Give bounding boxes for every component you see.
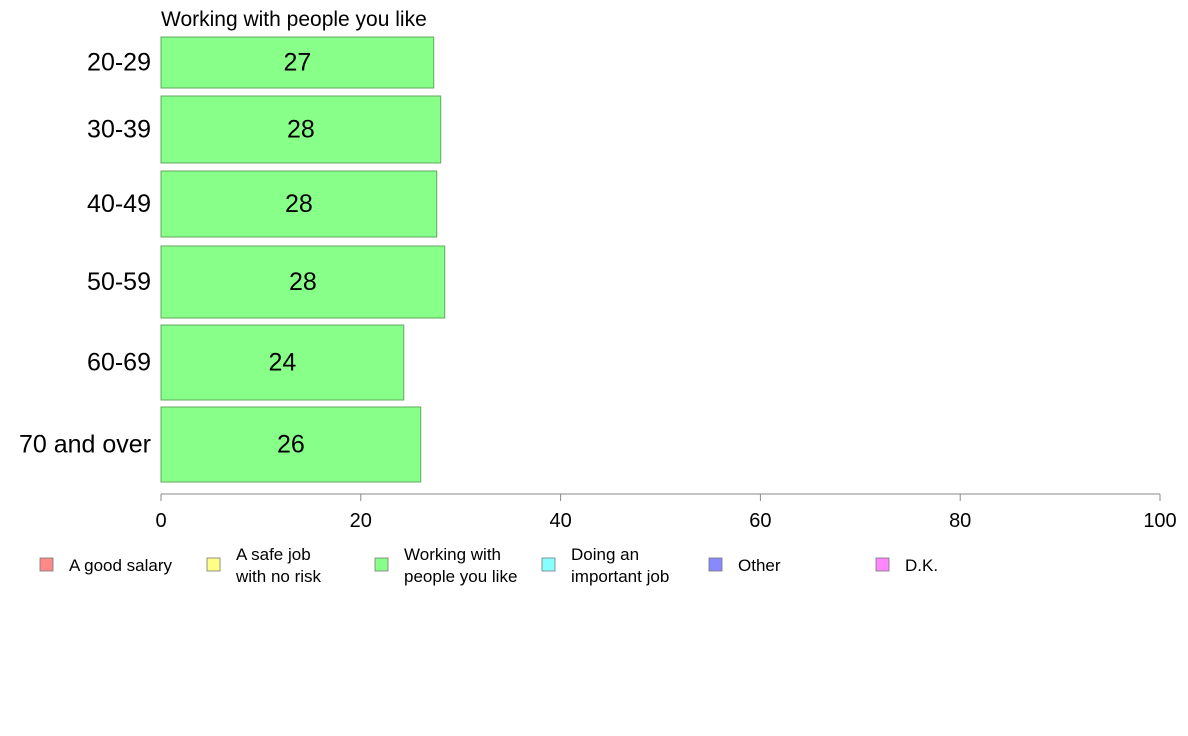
legend-swatch [875,557,890,572]
legend-label: Doing an [571,545,639,564]
legend-swatch [206,557,221,572]
value-label: 27 [283,49,311,77]
legend-swatch [708,557,723,572]
legend-label: Other [738,556,781,575]
bar-60-69 [160,324,405,401]
legend-item: D.K. [875,556,938,575]
legend-label: A safe job [236,545,311,564]
category-label: 30-39 [87,116,151,144]
x-tick-label: 20 [350,510,372,532]
legend-swatch [541,557,556,572]
value-label: 28 [289,268,317,296]
legend: A good salary A safe job with no risk Worki… [39,545,938,586]
x-tick-label: 60 [749,510,771,532]
x-axis: 0 20 40 60 80 100 [155,493,1177,532]
x-tick-label: 0 [155,510,166,532]
legend-item: Doing an important job [541,545,669,586]
value-label: 24 [268,349,296,377]
legend-label: people you like [404,567,517,586]
value-label: 28 [287,116,315,144]
bar-20-29 [160,36,435,89]
legend-label: Working with [404,545,501,564]
value-label: 26 [277,431,305,459]
chart-title: Working with people you like [161,8,427,31]
bar-50-59 [160,245,446,319]
x-tick-label: 80 [949,510,971,532]
category-label: 20-29 [87,49,151,77]
legend-item: A good salary [39,556,173,575]
legend-label: D.K. [905,556,938,575]
bars-group: 20-29 27 30-39 28 40-49 28 50-59 28 60-69 24 70 an… [19,36,446,483]
x-tick-label: 100 [1143,510,1176,532]
category-label: 40-49 [87,190,151,218]
legend-item: Other [708,556,781,575]
legend-item: Working with people you like [374,545,517,586]
category-label: 50-59 [87,268,151,296]
legend-label: A good salary [69,556,173,575]
bar-70-and-over [160,406,422,483]
category-label: 60-69 [87,349,151,377]
bar-40-49 [160,170,438,238]
legend-label: with no risk [235,567,322,586]
legend-label: important job [571,567,669,586]
legend-item: A safe job with no risk [206,545,322,586]
category-label: 70 and over [19,431,151,459]
bar-30-39 [160,95,442,164]
legend-swatch [39,557,54,572]
value-label: 28 [285,190,313,218]
legend-swatch [374,557,389,572]
x-tick-label: 40 [549,510,571,532]
